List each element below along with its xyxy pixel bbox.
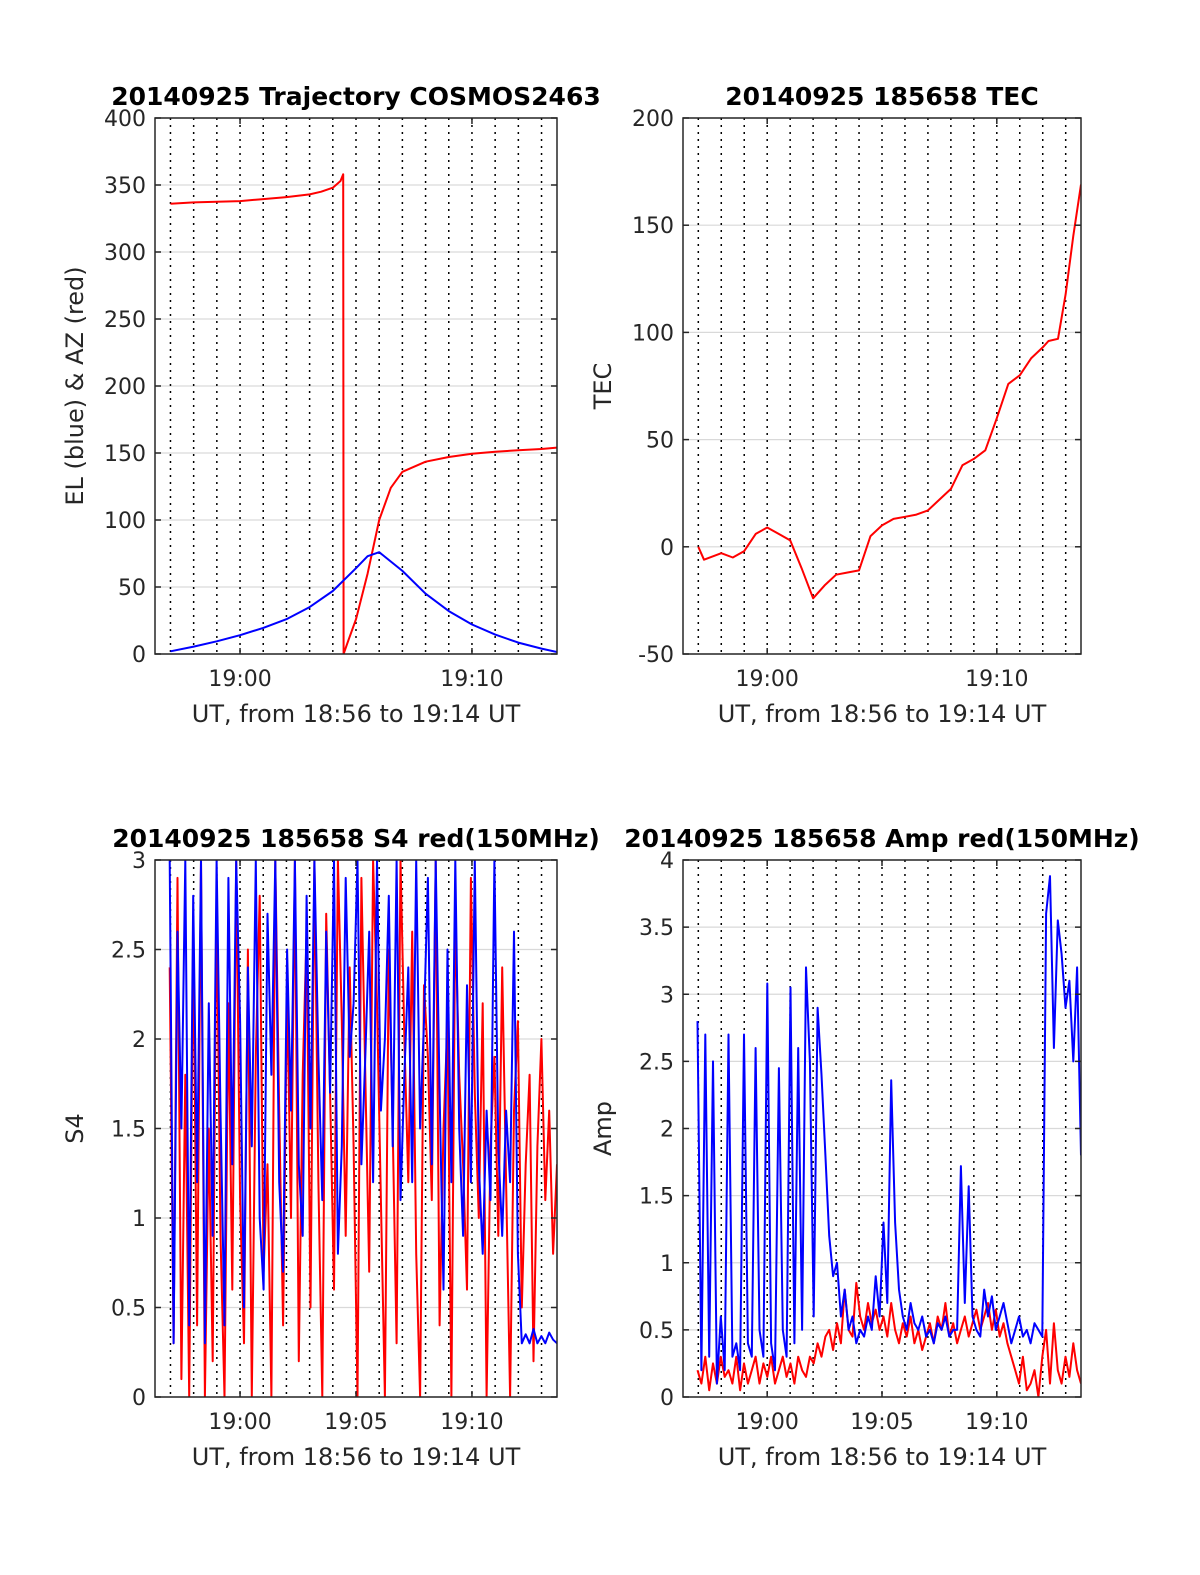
- chart-title: 20140925 185658 Amp red(150MHz): [624, 824, 1140, 853]
- y-tick-label: 3.5: [639, 916, 674, 941]
- x-tick-label: 19:00: [208, 667, 271, 692]
- y-tick-label: 0: [132, 1386, 146, 1411]
- y-tick-label: 50: [646, 429, 674, 454]
- y-tick-label: 400: [104, 107, 146, 132]
- series-line-blue: [170, 551, 557, 653]
- y-tick-label: 300: [104, 241, 146, 266]
- x-tick-label: 19:00: [735, 1410, 798, 1435]
- x-axis-label: UT, from 18:56 to 19:14 UT: [192, 700, 521, 728]
- y-tick-label: 1: [132, 1207, 146, 1232]
- chart-panel-2: -50 0 50 100 150 200 19:00 19:10 20140925 185658…: [589, 82, 1082, 728]
- y-tick-label: 0.5: [111, 1297, 146, 1322]
- chart-title: 20140925 185658 TEC: [725, 82, 1038, 111]
- x-tick-label: 19:05: [324, 1410, 387, 1435]
- series-line-red: [170, 173, 557, 654]
- chart-panel-3: 0 0.5 1 1.5 2 2.5 3 19:00 19:05 19:10 20140925 185…: [61, 824, 600, 1471]
- y-tick-label: 3: [660, 983, 674, 1008]
- series-line-red: [697, 184, 1081, 600]
- y-tick-label: 200: [632, 107, 674, 132]
- y-tick-label: 4: [660, 849, 674, 874]
- y-tick-label: 2.5: [639, 1050, 674, 1075]
- y-tick-label: 1: [660, 1252, 674, 1277]
- x-tick-label: 19:00: [208, 1410, 271, 1435]
- series-line-red: [696, 1281, 1081, 1397]
- y-tick-label: 0: [660, 1386, 674, 1411]
- y-tick-label: 0: [132, 643, 146, 668]
- x-tick-label: 19:10: [965, 667, 1028, 692]
- chart-title: 20140925 Trajectory COSMOS2463: [111, 82, 601, 111]
- y-tick-label: 2: [660, 1118, 674, 1143]
- y-tick-label: 100: [104, 509, 146, 534]
- y-tick-label: 0: [660, 536, 674, 561]
- y-tick-label: 250: [104, 308, 146, 333]
- series-line-blue: [696, 875, 1081, 1385]
- axes-frame: [682, 117, 1082, 655]
- y-axis-label: TEC: [589, 363, 617, 411]
- y-tick-label: 50: [118, 576, 146, 601]
- y-tick-label: 100: [632, 321, 674, 346]
- y-tick-label: 2: [132, 1028, 146, 1053]
- y-tick-label: 200: [104, 375, 146, 400]
- x-axis-label: UT, from 18:56 to 19:14 UT: [718, 700, 1047, 728]
- y-axis-label: S4: [61, 1113, 89, 1144]
- y-tick-label: 3: [132, 849, 146, 874]
- x-tick-label: 19:10: [965, 1410, 1028, 1435]
- chart-panel-1: 0 50 100 150 200 250 300 350 400 19:00 19:10 201409…: [61, 82, 601, 728]
- x-axis-label: UT, from 18:56 to 19:14 UT: [192, 1443, 521, 1471]
- x-axis-label: UT, from 18:56 to 19:14 UT: [718, 1443, 1047, 1471]
- x-tick-label: 19:00: [735, 667, 798, 692]
- y-tick-label: 1.5: [639, 1185, 674, 1210]
- x-tick-label: 19:05: [850, 1410, 913, 1435]
- x-tick-label: 19:10: [440, 667, 503, 692]
- y-tick-label: 150: [632, 214, 674, 239]
- y-axis-label: EL (blue) & AZ (red): [61, 266, 89, 505]
- y-tick-label: 1.5: [111, 1118, 146, 1143]
- y-axis-label: Amp: [589, 1101, 617, 1156]
- y-tick-label: -50: [638, 643, 674, 668]
- series-line-blue: [168, 860, 557, 1345]
- y-tick-label: 350: [104, 174, 146, 199]
- y-tick-label: 150: [104, 442, 146, 467]
- x-tick-label: 19:10: [440, 1410, 503, 1435]
- y-tick-label: 2.5: [111, 939, 146, 964]
- y-tick-label: 0.5: [639, 1319, 674, 1344]
- chart-title: 20140925 185658 S4 red(150MHz): [112, 824, 600, 853]
- chart-panel-4: 0 0.5 1 1.5 2 2.5 3 3.5 4 19:00 19:05 19:10 20140925…: [589, 824, 1140, 1471]
